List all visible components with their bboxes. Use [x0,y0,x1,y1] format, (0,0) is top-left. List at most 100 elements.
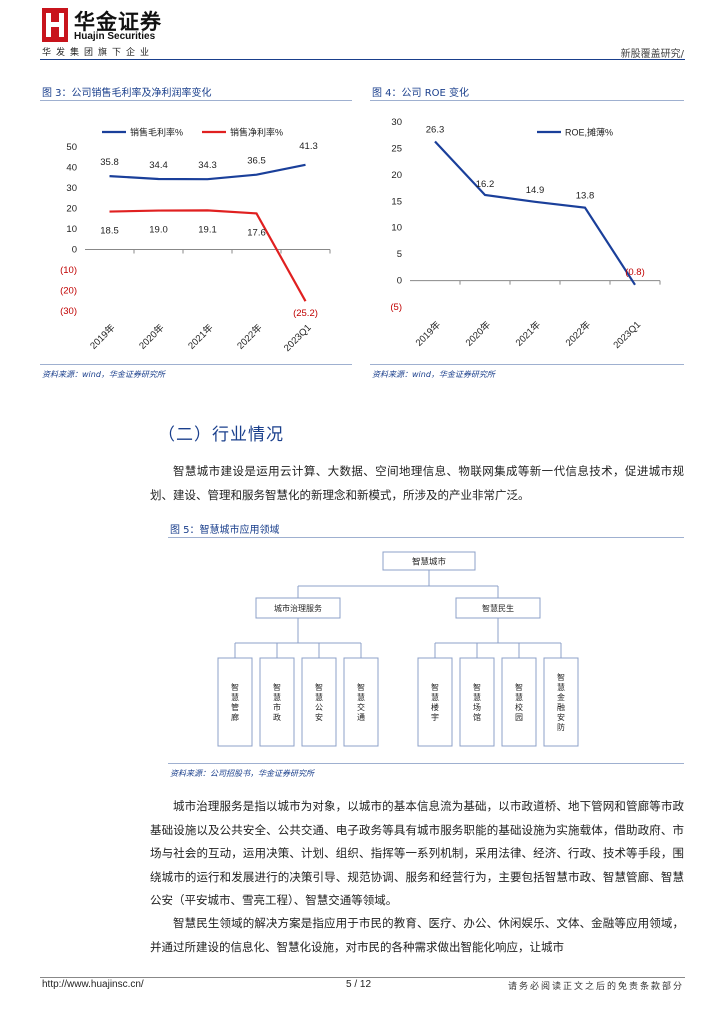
y-tick-label: 25 [391,143,402,154]
leaf-node-char: 安 [557,712,565,722]
smart-city-diagram: 智慧城市城市治理服务智慧管廊智慧市政智慧公安智慧交通智慧民生智慧楼宇智慧场馆智慧… [217,551,579,747]
figure5-caption-rule [168,537,684,538]
legend-label: 销售毛利率% [130,127,183,138]
leaf-node [501,657,537,747]
x-tick-label: 2021年 [513,318,544,349]
y-tick-label: 10 [391,223,402,234]
series-line [109,209,307,302]
y-tick-label: (20) [60,286,77,297]
leaf-node [217,657,253,747]
y-tick-label: 30 [391,117,402,128]
leaf-node-char: 馆 [473,712,481,722]
legend-label: ROE,摊薄% [565,127,613,138]
leaf-node-char: 智 [231,682,239,692]
x-tick-label: 2022年 [563,318,594,349]
root-node-label: 智慧城市 [412,557,447,568]
y-tick-label: 20 [391,170,402,181]
figure5-source-rule [168,763,684,764]
page-number: 5 / 12 [346,979,372,990]
leaf-node-char: 通 [357,712,365,722]
leaf-node-char: 智 [357,682,365,692]
series-line [434,140,636,286]
leaf-node-char: 交 [357,702,365,712]
x-tick-label: 2021年 [185,321,216,352]
legend-label: 销售净利率% [230,127,283,138]
x-tick-label: 2019年 [413,318,444,349]
leaf-node-char: 慧 [431,692,439,702]
leaf-node-char: 智 [515,682,523,692]
footer-divider [40,977,685,978]
leaf-node-char: 防 [557,722,565,732]
disclaimer-note: 请务必阅读正文之后的免责条款部分 [507,982,684,992]
data-label: 36.5 [247,156,266,167]
paragraph-smart-livelihood: 智慧民生领域的解决方案是指应用于市民的教育、医疗、办公、休闲娱乐、文体、金融等应… [150,916,684,954]
leaf-node-char: 慧 [557,682,565,692]
leaf-node-char: 校 [515,702,523,712]
data-label: 14.9 [526,185,545,196]
x-tick-label: 2020年 [136,321,167,352]
figure4-caption-rule [370,100,684,101]
margin-chart: 50 40 30 20 10 0 (10) (20) (30) 2019年 2020年 2021年 20… [60,127,331,354]
leaf-node-char: 智 [557,672,565,682]
figure4-source-rule [370,364,684,365]
leaf-node-char: 金 [557,692,565,702]
data-label: 41.3 [299,141,318,152]
data-label: 34.3 [198,160,217,171]
y-tick-label: 50 [66,142,77,153]
figure3-caption-rule [40,100,352,101]
figure5-caption: 图 5：智慧城市应用领域 [170,525,280,536]
y-tick-label: 0 [397,276,402,287]
y-tick-label: 15 [391,196,402,207]
logo-english-name: Huajin Securities [74,31,156,42]
footer-website-link[interactable]: http://www.huajinsc.cn/ [42,979,144,990]
figure5-source: 资料来源：公司招股书，华金证券研究所 [170,769,314,778]
section-heading: （二）行业情况 [158,425,284,445]
huajin-logo-icon [42,8,68,42]
leaf-node-char: 慧 [515,692,523,702]
leaf-node-char: 政 [273,712,281,722]
y-tick-label: 10 [66,224,77,235]
data-label: 19.1 [198,224,217,235]
branch-node-label: 智慧民生 [482,603,514,613]
leaf-node-char: 慧 [273,692,281,702]
x-tick-label: 2022年 [234,321,265,352]
leaf-node [543,657,579,747]
leaf-node-char: 园 [515,713,523,722]
leaf-node-char: 慧 [231,692,239,702]
data-label: 34.4 [149,160,168,171]
x-tick-label: 2023Q1 [611,319,643,351]
y-tick-label: 30 [66,183,77,194]
y-tick-label: 0 [72,245,77,256]
leaf-node-char: 宇 [431,712,439,722]
y-tick-label: (10) [60,265,77,276]
paragraph-city-governance: 城市治理服务是指以城市为对象，以城市的基本信息流为基础，以市政道桥、地下管网和管… [150,799,684,907]
y-tick-label: 20 [66,204,77,215]
figure3-source: 资料来源：wind，华金证券研究所 [42,370,165,379]
leaf-node-char: 安 [315,712,323,722]
leaf-node-char: 市 [273,702,281,712]
x-tick-label: 2020年 [463,318,494,349]
leaf-node-char: 慧 [357,692,365,702]
slogan: 华发集团旗下企业 [42,48,155,58]
page-header: 华金证券 Huajin Securities 华发集团旗下企业 新股覆盖研究/ [0,0,724,62]
leaf-node-char: 智 [431,682,439,692]
y-tick-label: 5 [397,249,402,260]
data-label: 18.5 [100,226,119,237]
leaf-node-char: 智 [315,682,323,692]
y-tick-label: (5) [390,302,402,313]
x-tick-label: 2019年 [87,321,118,352]
header-divider [40,59,685,60]
leaf-node-char: 公 [315,703,323,712]
figure4-caption: 图 4：公司 ROE 变化 [372,88,470,99]
figure3-caption: 图 3：公司销售毛利率及净利润率变化 [42,88,212,99]
y-tick-label: (30) [60,306,77,317]
leaf-node-char: 楼 [431,702,439,712]
leaf-node-char: 融 [557,702,565,712]
x-tick-label: 2023Q1 [282,322,314,354]
leaf-node [417,657,453,747]
roe-chart: 30 25 20 15 10 5 0 (5) 2019年 2020年 2021年 2022年 2023Q… [390,117,661,351]
leaf-node-char: 管 [231,702,239,712]
leaf-node-char: 慧 [473,692,481,702]
paragraph-industry-intro: 智慧城市建设是运用云计算、大数据、空间地理信息、物联网集成等新一代信息技术，促进… [150,464,684,502]
data-label: 26.3 [426,125,445,136]
